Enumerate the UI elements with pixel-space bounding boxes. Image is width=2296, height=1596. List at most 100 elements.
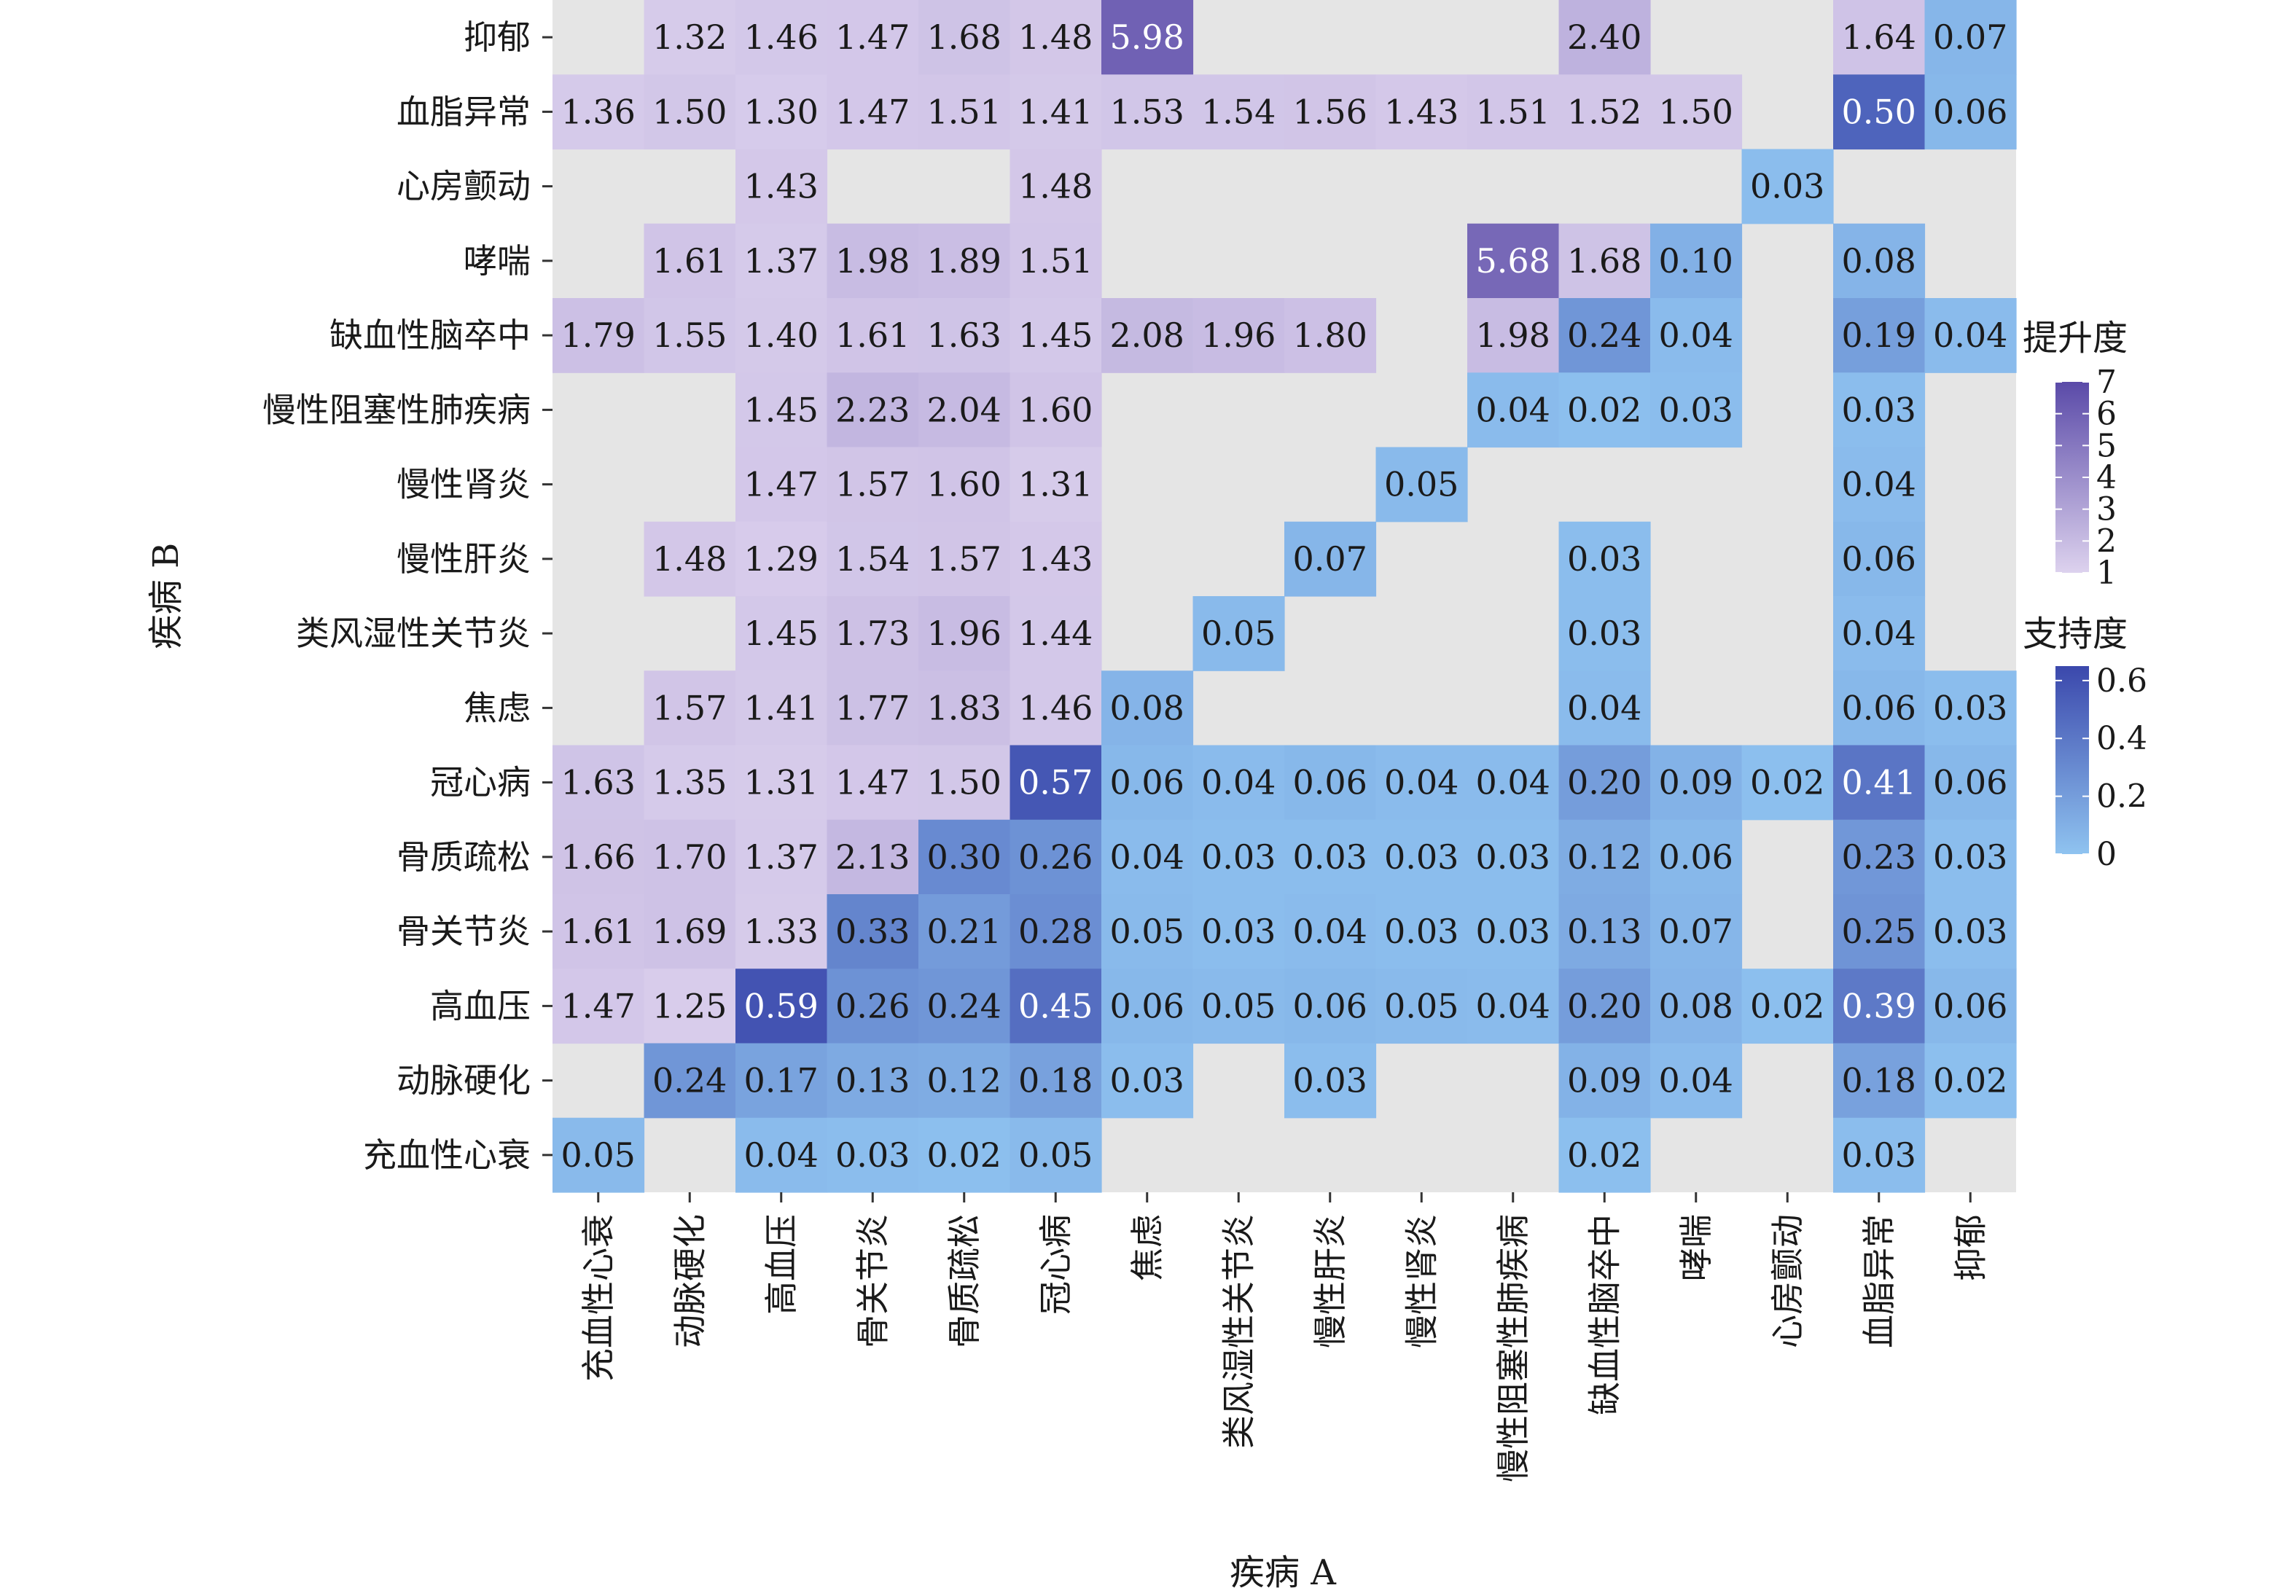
cell-value-label: 1.96 [927, 614, 1001, 653]
cell-value-label: 1.73 [835, 614, 910, 653]
heatmap-cell [1010, 149, 1102, 224]
heatmap-cell [644, 0, 736, 75]
heatmap-cell [735, 149, 828, 224]
cell-value-label: 0.03 [1933, 837, 2007, 877]
heatmap-cell [1284, 745, 1377, 821]
heatmap-cell [1101, 0, 1194, 75]
cell-value-label: 0.02 [1567, 1135, 1641, 1175]
cell-value-label: 0.03 [1750, 167, 1824, 206]
heatmap-cell [1010, 819, 1102, 895]
x-tick-label: 充血性心衰 [579, 1214, 618, 1382]
cell-value-label: 1.45 [744, 614, 819, 653]
cell-value-label: 0.04 [1110, 837, 1184, 877]
heatmap-cell [827, 969, 919, 1044]
legend-tick-label: 0 [2096, 836, 2117, 873]
heatmap-cell [1010, 969, 1102, 1044]
cell-value-label: 0.04 [1842, 465, 1916, 504]
heatmap-cell [1833, 372, 1926, 448]
heatmap-cell [1284, 521, 1377, 597]
heatmap-cell [1101, 969, 1194, 1044]
cell-value-label: 1.63 [927, 316, 1001, 355]
heatmap-cell [1467, 819, 1560, 895]
cell-value-label: 1.43 [1384, 92, 1459, 131]
heatmap-cell [735, 0, 828, 75]
heatmap-cell [827, 894, 919, 969]
x-tick-label: 慢性肾炎 [1402, 1214, 1441, 1348]
cell-value-label: 0.05 [1384, 465, 1459, 504]
cell-value-label: 0.03 [1201, 912, 1276, 951]
y-tick-label: 慢性肝炎 [397, 539, 531, 579]
heatmap-cell [827, 298, 919, 373]
heatmap-cell [1284, 298, 1377, 373]
cell-value-label: 0.24 [1567, 316, 1641, 355]
cell-value-label: 0.45 [1018, 986, 1093, 1025]
heatmap-cell [827, 819, 919, 895]
heatmap-cell [1924, 670, 2017, 746]
x-tick-label: 类风湿性关节炎 [1219, 1214, 1258, 1449]
heatmap-cell [1375, 969, 1468, 1044]
heatmap-cell [918, 670, 1011, 746]
cell-value-label: 0.04 [1659, 1061, 1733, 1100]
cell-value-label: 0.06 [1110, 763, 1184, 802]
heatmap-cell [827, 521, 919, 597]
cell-value-label: 1.51 [1018, 241, 1093, 281]
heatmap-cell [827, 447, 919, 523]
heatmap-cell [918, 372, 1011, 448]
cell-value-label: 1.46 [1018, 688, 1093, 727]
heatmap-cell [827, 74, 919, 150]
heatmap-cell [735, 745, 828, 821]
heatmap-cell [1010, 521, 1102, 597]
heatmap-cell [1192, 894, 1285, 969]
heatmap-cell [1924, 0, 2017, 75]
heatmap-cell [1833, 969, 1926, 1044]
heatmap-cell [1010, 894, 1102, 969]
heatmap-cell [1010, 1043, 1102, 1119]
heatmap-cell [1650, 372, 1743, 448]
heatmap-cell [1558, 521, 1651, 597]
heatmap-cell [1558, 1117, 1651, 1193]
heatmap-cell [918, 223, 1011, 299]
cell-value-label: 0.20 [1567, 763, 1641, 802]
heatmap-cell [1010, 74, 1102, 150]
cell-value-label: 1.96 [1201, 316, 1276, 355]
heatmap-cell [1467, 372, 1560, 448]
cell-value-label: 2.23 [835, 390, 910, 429]
cell-value-label: 0.10 [1659, 241, 1733, 281]
cell-value-label: 1.64 [1842, 17, 1916, 57]
heatmap-cell [918, 521, 1011, 597]
heatmap-cell [735, 74, 828, 150]
heatmap-cell [1924, 969, 2017, 1044]
cell-value-label: 0.13 [835, 1061, 910, 1100]
cell-value-label: 1.80 [1293, 316, 1367, 355]
heatmap-cell [552, 298, 645, 373]
cell-value-label: 1.41 [1018, 92, 1093, 131]
cell-value-label: 1.68 [927, 17, 1001, 57]
heatmap-cell [827, 1043, 919, 1119]
y-tick-label: 哮喘 [464, 241, 531, 281]
cell-value-label: 1.98 [835, 241, 910, 281]
heatmap-cell [1558, 894, 1651, 969]
cell-value-label: 1.43 [744, 167, 819, 206]
cell-value-label: 1.57 [927, 539, 1001, 579]
heatmap-cell [1741, 745, 1834, 821]
cell-value-label: 0.03 [1842, 390, 1916, 429]
cell-value-label: 1.50 [652, 92, 727, 131]
heatmap-cell [918, 74, 1011, 150]
heatmap-cell [1741, 969, 1834, 1044]
heatmap-cell [1101, 745, 1194, 821]
heatmap-cell [1467, 74, 1560, 150]
cell-value-label: 1.70 [652, 837, 727, 877]
heatmap-cell [1467, 894, 1560, 969]
heatmap-cell [1650, 894, 1743, 969]
heatmap-cell [1558, 298, 1651, 373]
x-tick-label: 缺血性脑卒中 [1585, 1214, 1624, 1415]
cell-value-label: 0.04 [1567, 688, 1641, 727]
heatmap-cell [644, 894, 736, 969]
cell-value-label: 0.28 [1018, 912, 1093, 951]
heatmap-cell [827, 372, 919, 448]
cell-value-label: 0.04 [1659, 316, 1733, 355]
heatmap-cell [1467, 298, 1560, 373]
cell-value-label: 0.04 [1293, 912, 1367, 951]
cell-value-label: 0.04 [1842, 614, 1916, 653]
